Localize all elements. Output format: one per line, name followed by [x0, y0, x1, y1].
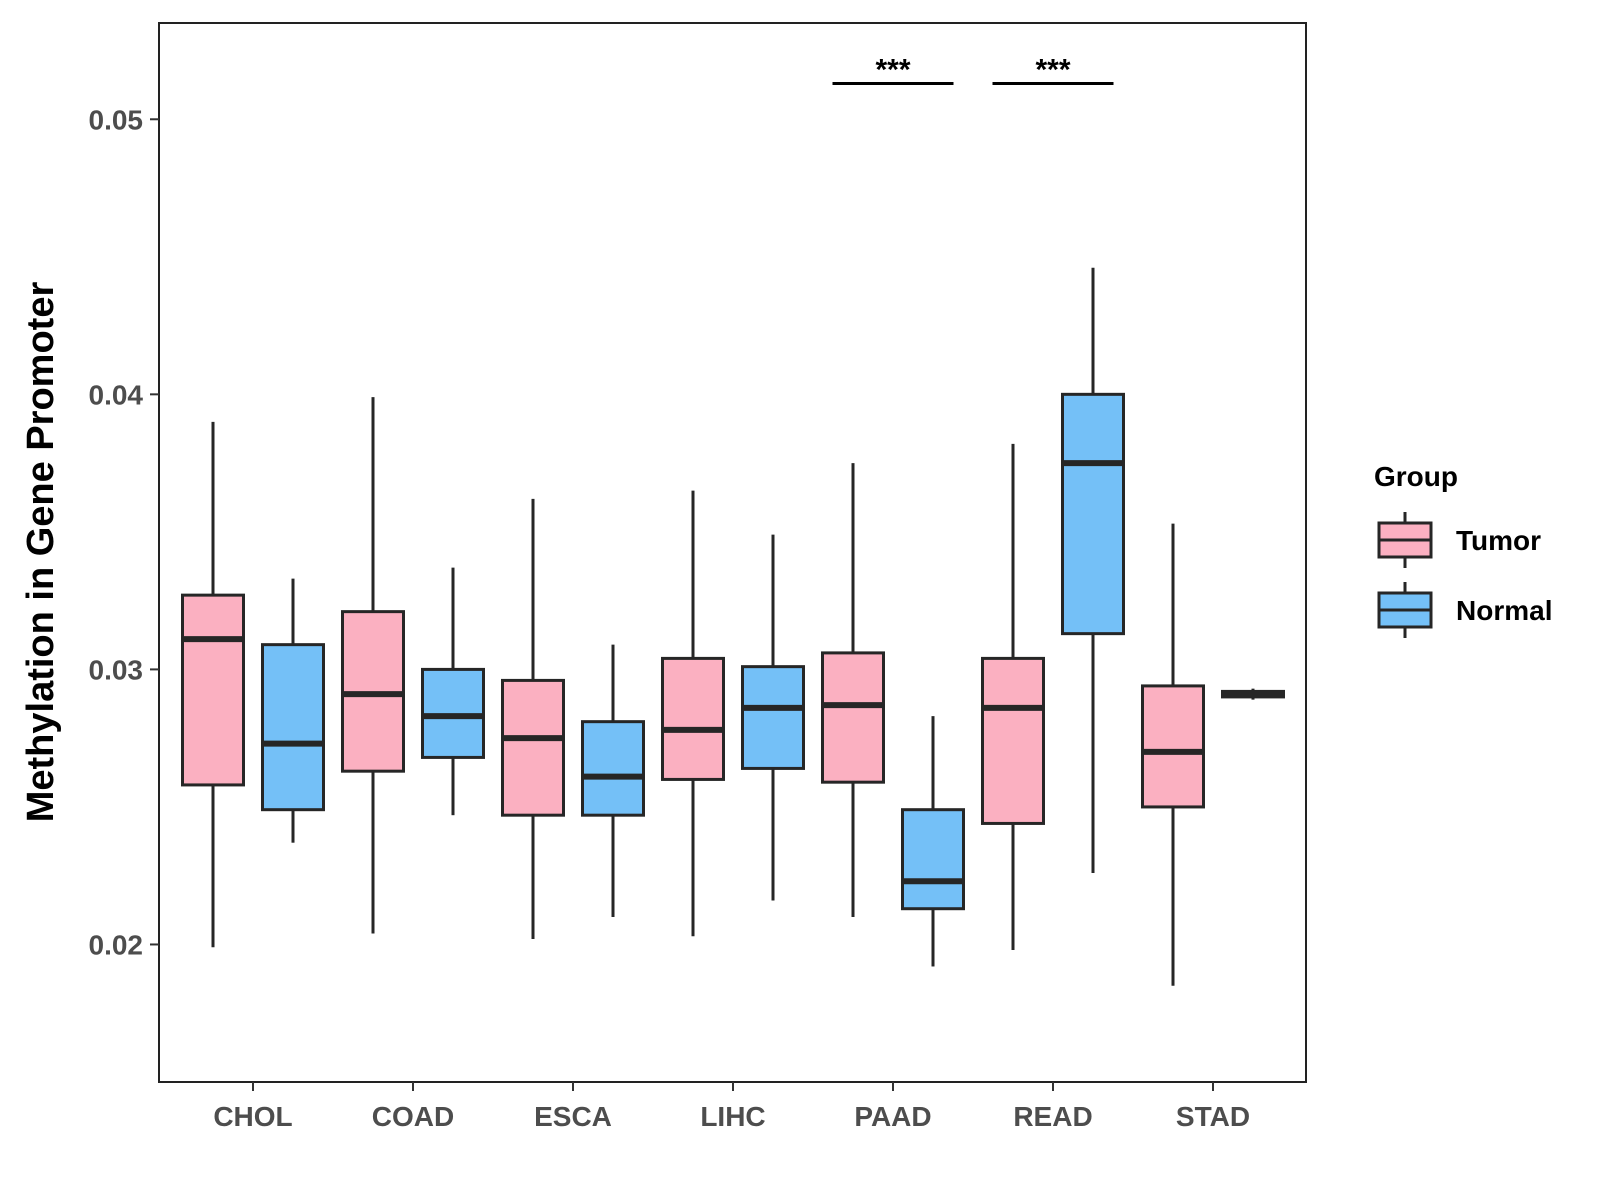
legend-title: Group — [1374, 461, 1458, 492]
plot-panel — [158, 22, 1307, 1083]
legend-item-normal: Normal — [1377, 582, 1552, 638]
x-tick-label: PAAD — [854, 1101, 931, 1132]
box-body — [581, 720, 645, 817]
box-body — [501, 678, 565, 817]
x-tick-label: COAD — [372, 1101, 454, 1132]
box-tumor-coad — [341, 397, 405, 934]
y-tick-label: 0.05 — [89, 104, 144, 135]
y-axis-title: Methylation in Gene Promoter — [20, 282, 62, 823]
box-tumor-paad — [821, 463, 885, 917]
x-tick-label: READ — [1013, 1101, 1092, 1132]
box-body — [901, 808, 965, 911]
box-normal-esca — [581, 644, 645, 917]
box-normal-read — [1061, 267, 1125, 873]
box-body — [661, 656, 725, 781]
box-body — [261, 643, 325, 812]
legend: Group Tumor Normal — [1374, 461, 1552, 638]
box-normal-coad — [421, 567, 485, 816]
y-axis: 0.02 0.03 0.04 0.05 — [89, 104, 159, 960]
y-tick-label: 0.03 — [89, 654, 144, 685]
x-tick-label: CHOL — [213, 1101, 292, 1132]
box-body — [1061, 392, 1125, 636]
annotation-layer: *** *** — [832, 54, 1114, 87]
box-tumor-stad — [1141, 523, 1205, 986]
x-tick-label: ESCA — [534, 1101, 612, 1132]
box-tumor-chol — [181, 421, 245, 948]
box-body — [821, 651, 885, 784]
box-normal-lihc — [741, 534, 805, 901]
box-body — [1141, 684, 1205, 809]
legend-label: Normal — [1456, 595, 1552, 626]
significance-label: *** — [1035, 54, 1070, 87]
y-tick-label: 0.02 — [89, 929, 144, 960]
significance-label: *** — [875, 54, 910, 87]
box-body — [181, 593, 245, 787]
box-layer — [181, 267, 1285, 986]
box-normal-paad — [901, 716, 965, 967]
box-body — [981, 656, 1045, 825]
legend-label: Tumor — [1456, 525, 1541, 556]
x-tick-label: LIHC — [700, 1101, 765, 1132]
box-tumor-read — [981, 443, 1045, 950]
x-axis: CHOL COAD ESCA LIHC PAAD READ STAD — [213, 1082, 1250, 1132]
y-tick-label: 0.04 — [89, 379, 144, 410]
box-tumor-lihc — [661, 490, 725, 937]
legend-item-tumor: Tumor — [1377, 512, 1541, 568]
box-normal-stad — [1221, 688, 1285, 700]
box-normal-chol — [261, 578, 325, 843]
box-body — [741, 665, 805, 770]
box-tumor-esca — [501, 498, 565, 939]
x-tick-label: STAD — [1176, 1101, 1250, 1132]
